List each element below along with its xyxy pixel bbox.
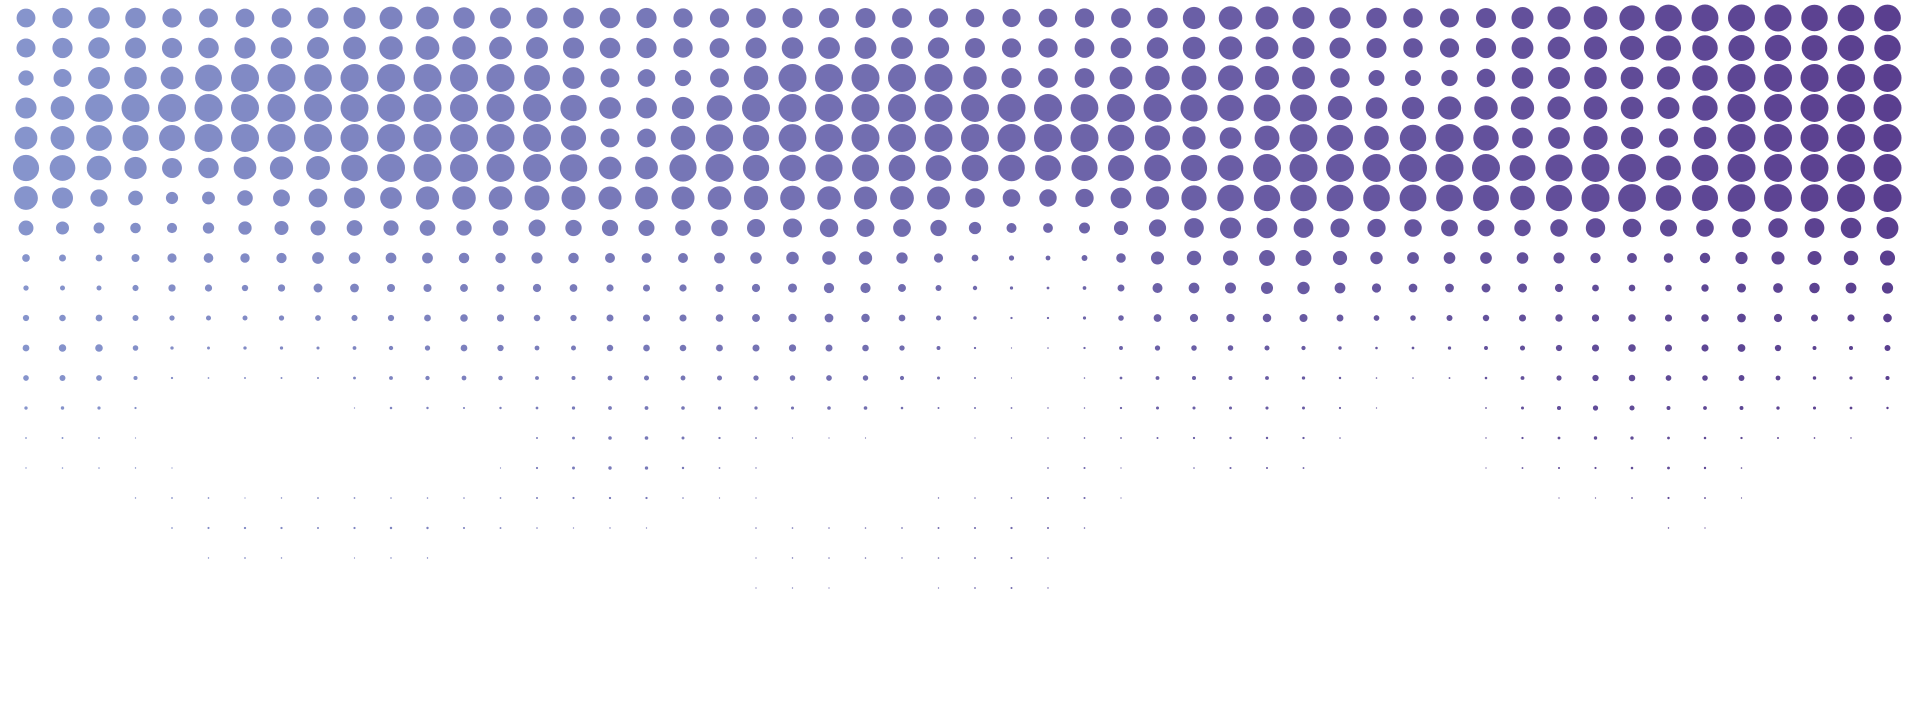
halftone-dot-pattern — [0, 0, 1920, 727]
